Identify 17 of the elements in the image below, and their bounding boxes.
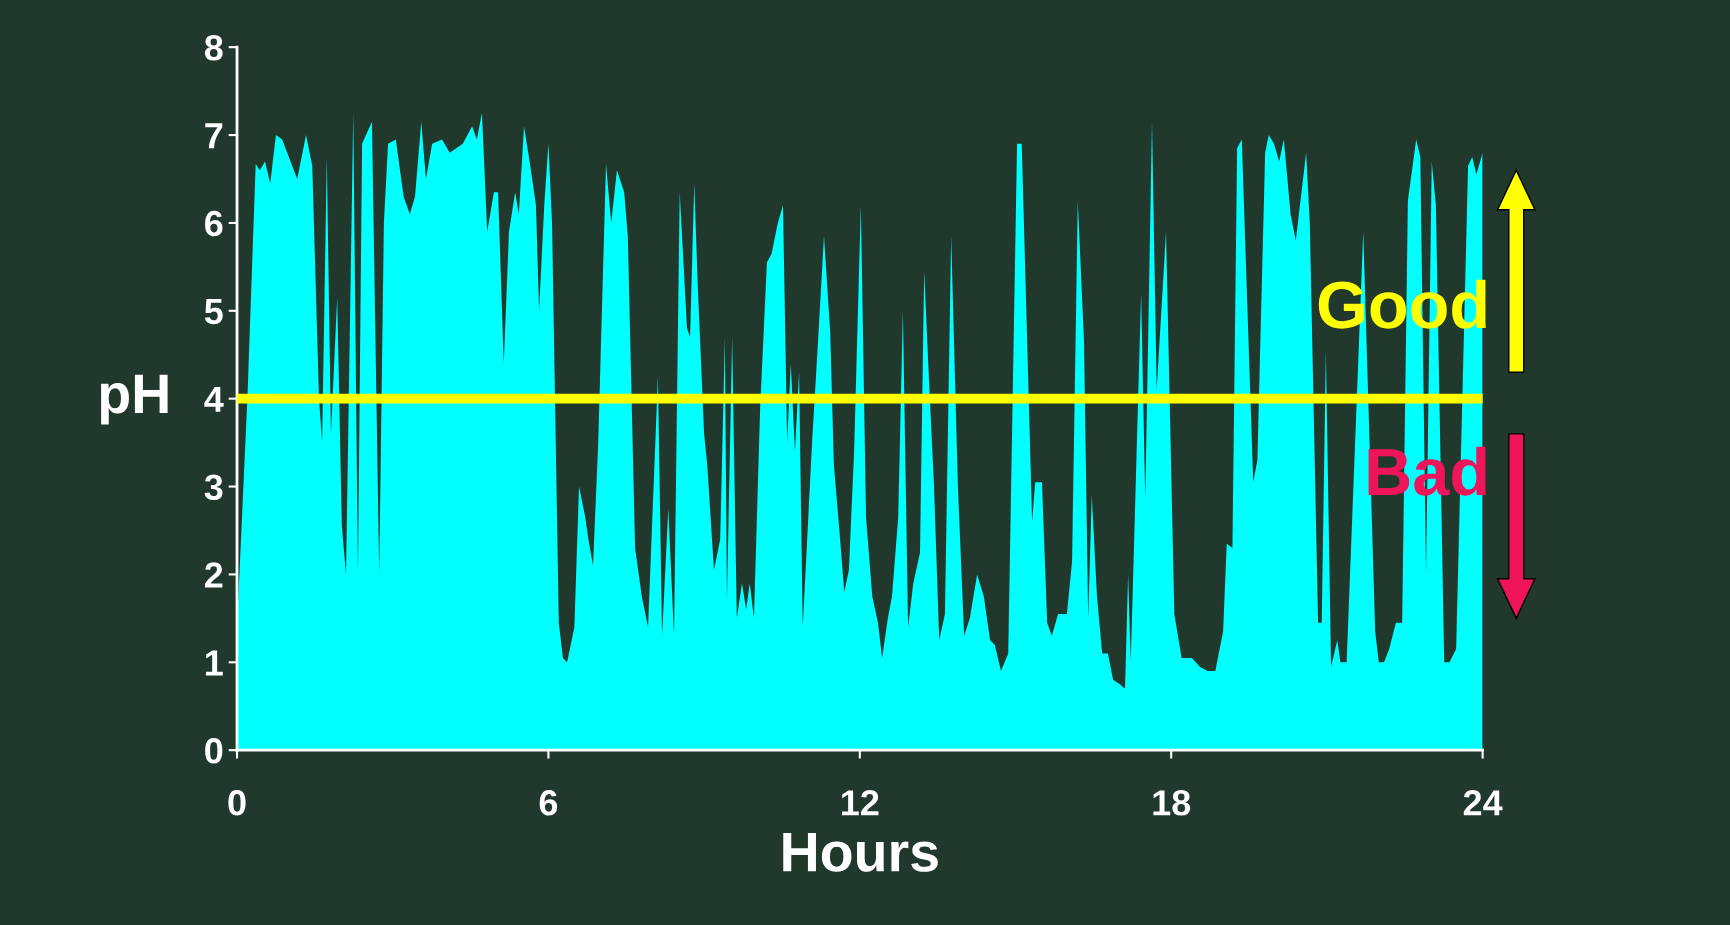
x-tick-label: 24	[1463, 790, 1503, 816]
x-tick-label: 0	[228, 790, 246, 816]
x-axis-title: Hours	[783, 833, 938, 872]
y-tick-label: 1	[206, 650, 223, 676]
x-tick-label: 6	[539, 790, 558, 816]
x-tick-label: 12	[842, 790, 879, 816]
y-tick-label: 2	[204, 562, 223, 588]
y-tick-label: 3	[204, 474, 223, 501]
y-axis-title: pH	[100, 374, 168, 425]
y-tick-label: 4	[204, 386, 224, 412]
y-tick-label: 8	[204, 35, 223, 61]
x-tick-label: 18	[1153, 790, 1191, 816]
y-tick-label: 0	[205, 738, 223, 764]
y-tick-label: 5	[204, 299, 223, 325]
y-tick-label: 6	[205, 210, 223, 237]
annotation: Bad	[1368, 446, 1486, 496]
y-tick-label: 7	[205, 123, 223, 149]
